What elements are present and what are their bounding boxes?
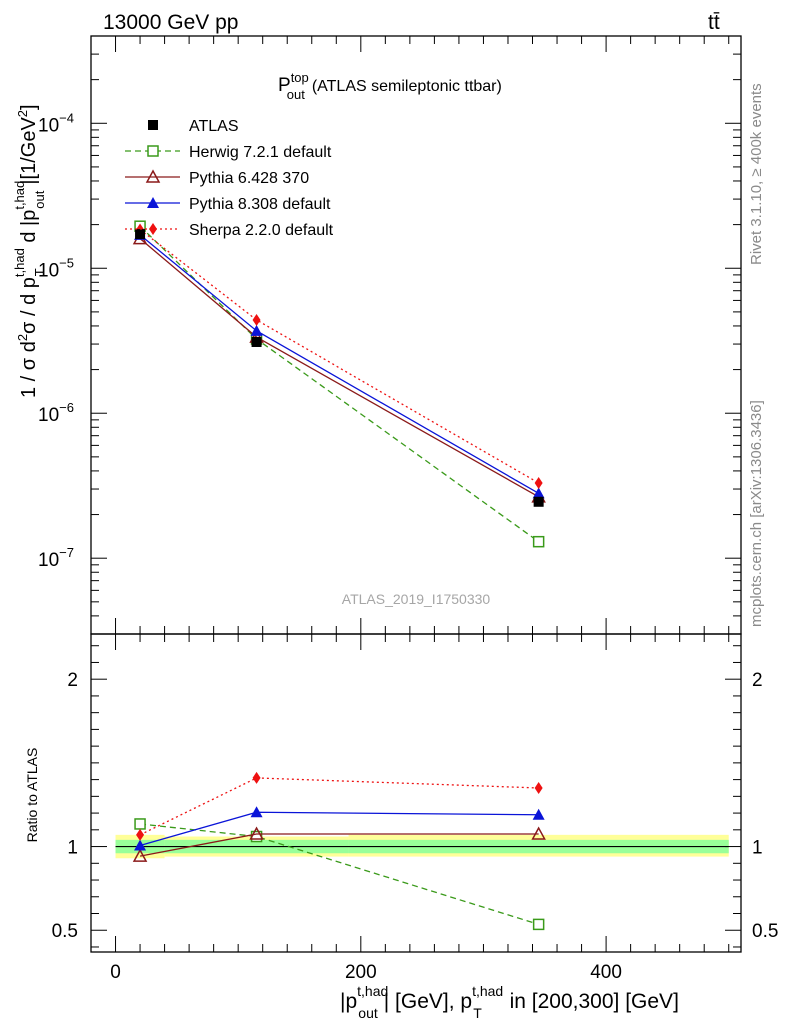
legend-label-herwig-7-2-1-default: Herwig 7.2.1 default: [189, 144, 332, 161]
ratio-point-pythia-6-428-370: [132, 848, 148, 862]
ratio-uncertainty-bands: [115, 834, 729, 859]
point-sherpa-2-2-0-default: [534, 477, 543, 490]
legend-label-sherpa-2-2-0-default: Sherpa 2.2.0 default: [189, 222, 334, 239]
rivet-version-label: Rivet 3.1.10, ≥ 400k events: [748, 83, 765, 265]
point-atlas: [533, 496, 544, 507]
ratio-axis-ticks: 2 2 1 1 0.5 0.5 0 200 400: [52, 634, 778, 983]
series-line-pythia-6-428-370: [139, 238, 539, 498]
legend-label-atlas: ATLAS: [189, 118, 239, 135]
mcplots-source-label: mcplots.cern.ch [arXiv:1306.3436]: [748, 400, 765, 627]
plot-title-suffix: (ATLAS semileptonic ttbar): [312, 78, 502, 95]
series-line-sherpa-2-2-0-default: [139, 229, 539, 484]
y-tick-label: 10−7: [38, 545, 74, 571]
ratio-point-pythia-8-308-default: [250, 806, 263, 818]
plot-title-sub: out: [287, 87, 305, 102]
header-collision-label: 13000 GeV pp: [103, 11, 238, 34]
legend-label-pythia-6-428-370: Pythia 6.428 370: [189, 170, 309, 187]
ratio-point-pythia-8-308-default: [532, 808, 545, 820]
ratio-line-pythia-6-428-370: [139, 833, 539, 857]
main-y-axis-label: 1 / σ d2σ / d pt,had T d |pt,had out|[1/Ge…: [12, 104, 47, 398]
ratio-y-tick-label-right: 2: [752, 670, 763, 691]
ratio-point-herwig-7-2-1-default: [532, 918, 545, 931]
x-axis-label: |pt,had out | [GeV], pt,had T in [200,300] …: [340, 983, 679, 1021]
ratio-point-sherpa-2-2-0-default: [136, 828, 145, 841]
ratio-point-pythia-6-428-370: [249, 826, 264, 840]
ratio-y-axis-label: Ratio to ATLAS: [24, 748, 40, 843]
ratio-point-pythia-6-428-370: [531, 826, 546, 840]
legend-marker-herwig-7-2-1-default: [147, 145, 159, 157]
ratio-y-tick-label-right: 1: [752, 838, 763, 859]
point-pythia-8-308-default: [250, 324, 263, 336]
plot-title: Ptop out (ATLAS semileptonic ttbar): [278, 70, 502, 102]
plot-title-base: P: [278, 75, 291, 96]
ratio-y-tick-label-left: 1: [67, 838, 78, 859]
ratio-point-pythia-8-308-default: [134, 839, 147, 851]
ratio-point-sherpa-2-2-0-default: [534, 781, 543, 794]
legend-label-pythia-8-308-default: Pythia 8.308 default: [189, 196, 331, 213]
ratio-series-layer: [132, 771, 546, 931]
point-herwig-7-2-1-default: [532, 535, 545, 548]
legend-marker-pythia-6-428-370: [145, 169, 161, 183]
point-sherpa-2-2-0-default: [252, 313, 261, 326]
point-pythia-8-308-default: [532, 487, 545, 499]
x-tick-label: 200: [345, 962, 377, 983]
point-atlas: [135, 229, 146, 240]
legend-marker-pythia-8-308-default: [147, 197, 159, 208]
y-tick-label: 10−4: [38, 110, 74, 136]
x-tick-label: 0: [110, 962, 121, 983]
x-tick-label: 400: [590, 962, 622, 983]
ratio-plot-frame: [90, 633, 742, 953]
analysis-watermark: ATLAS_2019_I1750330: [342, 591, 491, 607]
legend-marker-atlas: [148, 120, 158, 130]
y-tick-label: 10−6: [38, 400, 74, 426]
ratio-line-sherpa-2-2-0-default: [139, 777, 539, 836]
point-atlas: [251, 336, 262, 347]
plot-title-sup: top: [291, 70, 309, 85]
ratio-y-tick-label-left: 0.5: [52, 921, 78, 942]
y-tick-label: 10−5: [38, 255, 74, 281]
ratio-line-herwig-7-2-1-default: [139, 823, 539, 926]
ratio-y-tick-label-left: 2: [67, 670, 78, 691]
main-series-layer: [132, 220, 546, 548]
ratio-point-sherpa-2-2-0-default: [252, 771, 261, 784]
series-line-pythia-8-308-default: [139, 234, 539, 494]
legend: ATLAS Herwig 7.2.1 default Pythia 6.428 37…: [125, 118, 334, 239]
header-process-label: tt̄: [708, 11, 720, 34]
ratio-y-tick-label-right: 0.5: [752, 921, 778, 942]
ratio-point-herwig-7-2-1-default: [134, 818, 146, 830]
legend-marker-sherpa-2-2-0-default: [149, 223, 157, 235]
main-axis-ticks: 10−7 10−6 10−5 10−4: [38, 35, 741, 635]
